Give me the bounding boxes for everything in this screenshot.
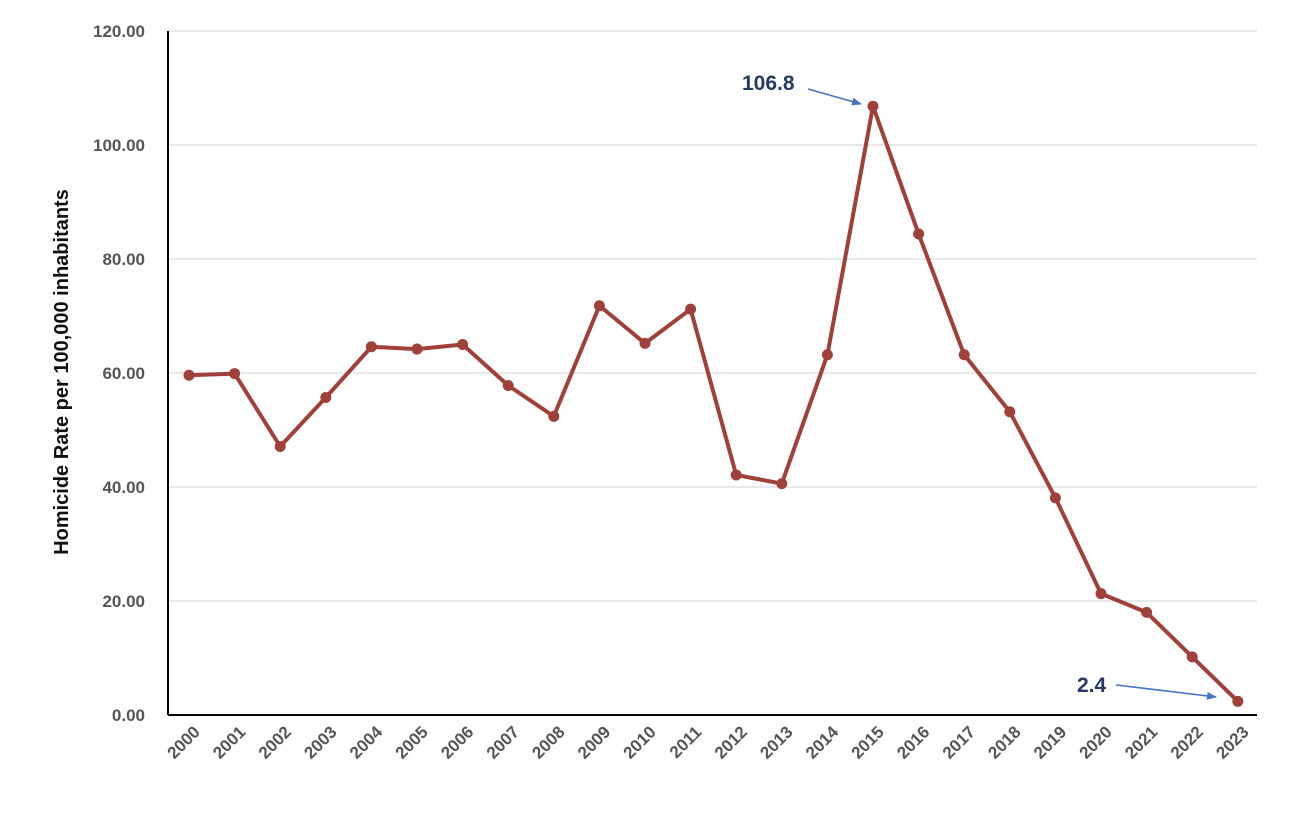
data-point bbox=[548, 410, 560, 422]
data-point bbox=[958, 349, 970, 361]
data-point bbox=[593, 300, 605, 312]
data-point bbox=[320, 392, 332, 404]
data-point bbox=[457, 339, 469, 350]
data-point bbox=[274, 441, 286, 453]
x-tick-label: 2014 bbox=[802, 722, 843, 763]
data-point bbox=[1049, 492, 1061, 504]
series-line bbox=[187, 104, 1240, 704]
x-tick-label: 2007 bbox=[483, 722, 523, 762]
data-point bbox=[776, 478, 788, 490]
y-tick-label: 0.00 bbox=[112, 706, 145, 725]
annotation-label: 2.4 bbox=[1077, 674, 1107, 697]
y-axis-ticks: 0.00 20.00 40.00 60.00 80.00 100.00 120.00 bbox=[93, 22, 145, 725]
annotation-arrow bbox=[807, 88, 862, 106]
y-tick-label: 40.00 bbox=[102, 478, 145, 497]
data-point bbox=[1232, 695, 1244, 707]
y-tick-label: 120.00 bbox=[93, 22, 145, 41]
x-tick-label: 2012 bbox=[711, 722, 751, 762]
x-tick-label: 2000 bbox=[164, 722, 204, 762]
x-tick-label: 2023 bbox=[1212, 722, 1252, 762]
x-tick-label: 2019 bbox=[1030, 722, 1070, 762]
x-tick-label: 2016 bbox=[893, 722, 933, 762]
annotation-label: 106.8 bbox=[742, 72, 795, 95]
annotation-arrow bbox=[1115, 684, 1217, 700]
data-point bbox=[183, 369, 195, 381]
x-tick-label: 2002 bbox=[255, 722, 295, 762]
data-point bbox=[867, 100, 879, 112]
x-axis-ticks: 2000 2001 2002 2003 2004 2005 2006 2007 2008 2009… bbox=[164, 722, 1253, 763]
y-tick-label: 60.00 bbox=[102, 364, 145, 383]
x-tick-label: 2009 bbox=[574, 722, 614, 762]
x-tick-label: 2018 bbox=[984, 722, 1024, 762]
data-point bbox=[411, 343, 423, 355]
x-tick-label: 2011 bbox=[666, 722, 706, 762]
series-group bbox=[183, 100, 1244, 707]
data-point bbox=[229, 368, 241, 380]
x-tick-label: 2013 bbox=[756, 722, 796, 762]
axes bbox=[167, 31, 1257, 716]
data-point bbox=[502, 380, 514, 392]
data-point bbox=[1095, 588, 1107, 600]
data-point bbox=[365, 341, 377, 353]
data-point bbox=[730, 469, 742, 481]
data-point bbox=[639, 337, 651, 349]
data-point bbox=[1186, 651, 1198, 663]
x-tick-label: 2020 bbox=[1076, 722, 1116, 762]
data-point bbox=[1004, 406, 1016, 418]
x-tick-label: 2008 bbox=[528, 722, 568, 762]
y-axis-title: Homicide Rate per 100,000 inhabitants bbox=[51, 189, 73, 555]
y-tick-label: 20.00 bbox=[102, 592, 145, 611]
x-tick-label: 2005 bbox=[392, 722, 432, 762]
data-point bbox=[1141, 606, 1153, 618]
annotations: 106.8 2.4 bbox=[742, 72, 1217, 700]
x-tick-label: 2021 bbox=[1121, 722, 1161, 762]
x-tick-label: 2006 bbox=[437, 722, 477, 762]
x-tick-label: 2010 bbox=[620, 722, 660, 762]
x-tick-label: 2022 bbox=[1167, 722, 1207, 762]
x-tick-label: 2017 bbox=[939, 722, 979, 762]
data-point bbox=[913, 228, 925, 240]
gridlines bbox=[168, 30, 1257, 602]
data-point bbox=[685, 303, 697, 315]
x-tick-label: 2003 bbox=[300, 722, 340, 762]
x-tick-label: 2004 bbox=[346, 722, 387, 763]
data-point bbox=[821, 349, 833, 361]
y-tick-label: 100.00 bbox=[93, 136, 145, 155]
x-tick-label: 2001 bbox=[209, 722, 249, 762]
x-tick-label: 2015 bbox=[848, 722, 888, 762]
y-tick-label: 80.00 bbox=[102, 250, 145, 269]
